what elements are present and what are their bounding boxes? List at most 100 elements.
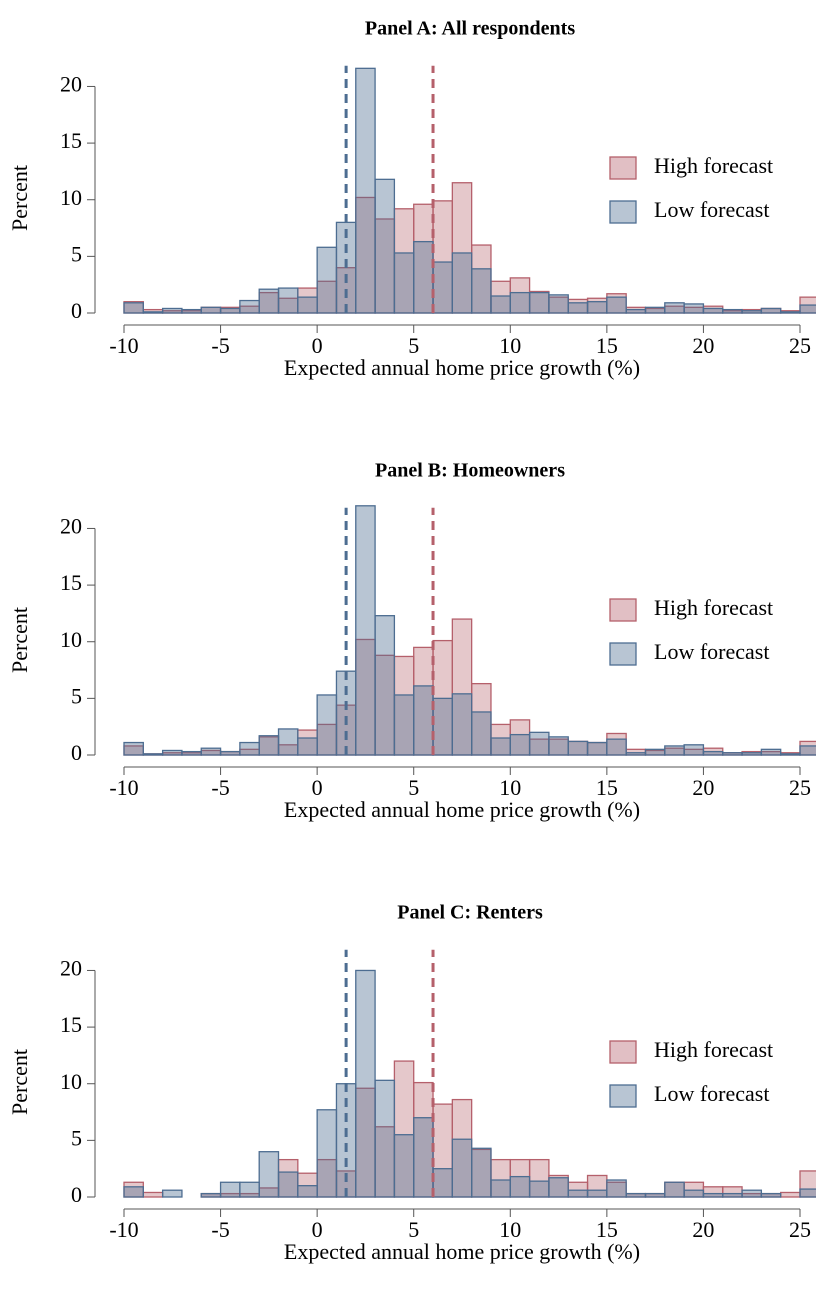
bar: [142, 1191, 164, 1198]
bar: [471, 1147, 492, 1198]
bar: [741, 752, 763, 756]
bar: [780, 311, 801, 314]
bar: [277, 287, 299, 314]
bar: [625, 752, 647, 756]
bar: [625, 308, 647, 314]
bar: [722, 752, 743, 756]
y-tick-label: 10: [60, 185, 82, 210]
bar: [664, 302, 685, 314]
bar: [509, 733, 531, 756]
x-tick-label: 25: [789, 775, 811, 800]
bar: [606, 296, 627, 314]
bar: [413, 1117, 434, 1198]
bar: [355, 969, 376, 1198]
bar: [567, 302, 589, 314]
bar: [413, 685, 434, 756]
bar: [374, 1079, 396, 1198]
bar: [722, 1192, 743, 1198]
legend-label: High forecast: [654, 595, 773, 620]
bar: [297, 737, 318, 756]
bar: [239, 299, 260, 314]
x-tick-label: 10: [499, 775, 521, 800]
x-tick-label: 25: [789, 333, 811, 358]
bar: [277, 728, 299, 756]
panel: Panel B: Homeowners 0 5 10 15 20 Percent -10 -5 0…: [7, 460, 816, 822]
bar: [548, 294, 569, 314]
bar: [355, 505, 376, 756]
x-tick-label: -10: [109, 775, 138, 800]
bar: [625, 1192, 647, 1198]
y-tick-label: 20: [60, 956, 82, 981]
bar: [316, 694, 338, 756]
bar: [702, 1192, 724, 1198]
bar: [258, 735, 280, 756]
bar: [702, 307, 724, 314]
bar: [780, 1191, 801, 1198]
x-tick-label: -10: [109, 333, 138, 358]
bar: [219, 1181, 241, 1198]
x-tick-label: 0: [312, 1217, 323, 1242]
legend-swatch: [609, 200, 637, 224]
y-axis-label: Percent: [7, 1049, 32, 1115]
x-tick-label: 5: [408, 1217, 419, 1242]
bar: [664, 1181, 685, 1198]
bar: [181, 308, 202, 314]
bar: [142, 311, 164, 314]
bar: [200, 1192, 222, 1198]
bar: [393, 252, 415, 314]
x-tick-label: -5: [211, 333, 229, 358]
bar: [644, 1192, 666, 1198]
bar: [161, 749, 183, 756]
bar: [161, 307, 183, 314]
bar: [548, 1177, 569, 1198]
bar: [509, 1175, 531, 1198]
x-axis-label: Expected annual home price growth (%): [284, 355, 640, 380]
bar: [219, 750, 241, 756]
legend-label: Low forecast: [654, 197, 769, 222]
bar: [297, 296, 318, 314]
panel-title: Panel C: Renters: [397, 902, 543, 924]
x-tick-label: -10: [109, 1217, 138, 1242]
bar: [258, 288, 280, 314]
bar: [451, 693, 473, 756]
legend-label: High forecast: [654, 1037, 773, 1062]
bar: [239, 741, 260, 756]
x-tick-label: 5: [408, 775, 419, 800]
bar: [432, 261, 453, 314]
y-tick-label: 15: [60, 128, 82, 153]
bar: [722, 308, 743, 314]
bar: [586, 301, 608, 314]
legend-swatch: [609, 1084, 637, 1108]
bar: [664, 745, 685, 756]
bar: [490, 1179, 511, 1198]
bar: [374, 615, 396, 756]
panel-title: Panel B: Homeowners: [375, 460, 565, 482]
y-tick-label: 20: [60, 514, 82, 539]
bar: [258, 1151, 280, 1198]
x-tick-label: -5: [211, 775, 229, 800]
legend-swatch: [609, 1040, 637, 1064]
bar: [548, 736, 569, 756]
bar: [683, 744, 705, 756]
bar: [741, 1189, 763, 1198]
bar: [161, 1189, 183, 1198]
bar: [413, 240, 434, 314]
bar: [142, 753, 164, 756]
y-axis-label: Percent: [7, 165, 32, 231]
bar: [200, 306, 222, 314]
x-axis-label: Expected annual home price growth (%): [284, 1239, 640, 1264]
x-tick-label: 5: [408, 333, 419, 358]
x-tick-label: 20: [692, 775, 714, 800]
legend-label: High forecast: [654, 153, 773, 178]
bar: [760, 1192, 782, 1198]
x-tick-label: 15: [596, 333, 618, 358]
bar: [683, 1189, 705, 1198]
y-tick-label: 0: [71, 1182, 82, 1207]
x-axis-label: Expected annual home price growth (%): [284, 797, 640, 822]
bar: [741, 310, 763, 314]
bar: [528, 731, 550, 756]
bar: [471, 268, 492, 314]
panel-title: Panel A: All respondents: [365, 18, 575, 40]
